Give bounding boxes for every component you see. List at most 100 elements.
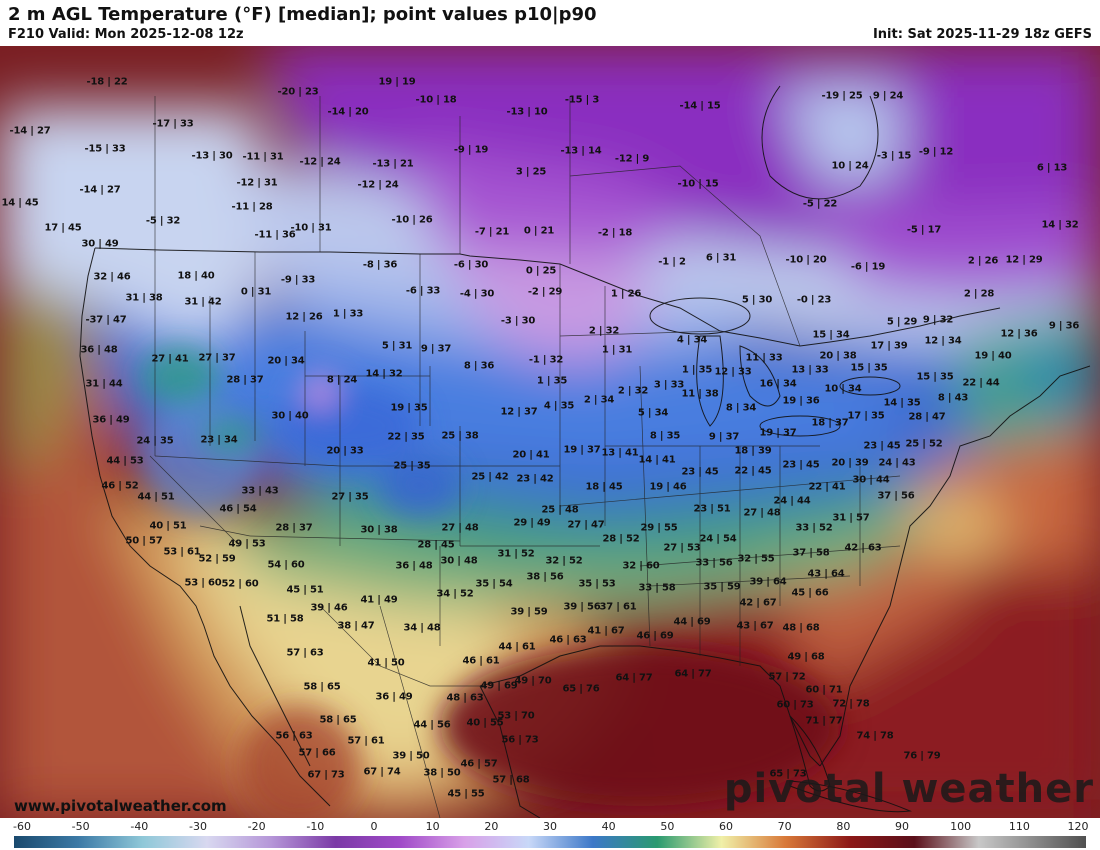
point-value: 22 | 45 xyxy=(734,465,772,477)
colorbar-label: 80 xyxy=(836,820,851,833)
point-value: -9 | 19 xyxy=(453,144,489,156)
point-value: 38 | 47 xyxy=(337,620,375,632)
point-value: 44 | 53 xyxy=(106,455,144,467)
colorbar-label: 50 xyxy=(660,820,675,833)
point-value: 58 | 65 xyxy=(319,714,357,726)
point-value: 44 | 61 xyxy=(498,641,536,653)
init-time: Init: Sat 2025-11-29 18z GEFS xyxy=(872,27,1092,42)
point-value: -9 | 12 xyxy=(918,146,954,158)
point-value: 76 | 79 xyxy=(903,750,941,762)
point-value: 40 | 55 xyxy=(466,717,504,729)
point-value: 1 | 26 xyxy=(610,288,642,300)
point-value: -6 | 33 xyxy=(405,285,441,297)
point-value: 5 | 29 xyxy=(886,316,918,328)
point-value: 37 | 61 xyxy=(599,601,637,613)
point-value: 12 | 33 xyxy=(714,366,752,378)
point-value: 19 | 37 xyxy=(563,444,601,456)
point-value: 57 | 72 xyxy=(768,671,806,683)
point-value: 50 | 57 xyxy=(125,535,163,547)
point-value: 49 | 68 xyxy=(787,651,825,663)
point-value: -13 | 21 xyxy=(372,158,414,170)
point-value: 45 | 51 xyxy=(286,584,324,596)
point-value: 19 | 40 xyxy=(974,350,1012,362)
point-value: -20 | 23 xyxy=(277,86,319,98)
point-value: 46 | 61 xyxy=(462,655,500,667)
point-value: 32 | 46 xyxy=(93,271,131,283)
colorbar-label: -40 xyxy=(130,820,149,833)
point-value: 29 | 55 xyxy=(640,522,678,534)
point-value: -11 | 31 xyxy=(242,151,284,163)
point-value: 31 | 52 xyxy=(497,548,535,560)
point-value: 30 | 48 xyxy=(440,555,478,567)
colorbar-gradient xyxy=(14,836,1086,848)
point-value: 25 | 48 xyxy=(541,504,579,516)
point-value: 36 | 48 xyxy=(395,560,433,572)
point-value: 11 | 33 xyxy=(745,352,783,364)
point-value: 30 | 40 xyxy=(271,410,309,422)
point-value: -5 | 17 xyxy=(906,224,942,236)
colorbar-label: 20 xyxy=(484,820,499,833)
point-value: 22 | 35 xyxy=(387,431,425,443)
point-value: 17 | 39 xyxy=(870,340,908,352)
point-value: 22 | 44 xyxy=(962,377,1000,389)
point-value: 25 | 35 xyxy=(393,460,431,472)
point-value: -6 | 30 xyxy=(453,259,489,271)
point-value: 19 | 36 xyxy=(782,395,820,407)
point-value: 0 | 31 xyxy=(240,286,272,298)
point-value: 27 | 48 xyxy=(441,522,479,534)
point-value: 20 | 39 xyxy=(831,457,869,469)
point-value: 41 | 50 xyxy=(367,657,405,669)
point-value: 6 | 31 xyxy=(705,252,737,264)
point-value: 14 | 32 xyxy=(365,368,403,380)
point-value: 48 | 68 xyxy=(782,622,820,634)
point-value: -11 | 36 xyxy=(254,229,296,241)
point-value: 9 | 37 xyxy=(420,343,452,355)
point-value: 33 | 43 xyxy=(241,485,279,497)
point-value: 0 | 25 xyxy=(525,265,557,277)
point-value: 31 | 38 xyxy=(125,292,163,304)
point-value: 52 | 59 xyxy=(198,553,236,565)
point-value: 35 | 54 xyxy=(475,578,513,590)
point-value: 42 | 67 xyxy=(739,597,777,609)
point-value: 28 | 52 xyxy=(602,533,640,545)
point-value: -10 | 26 xyxy=(391,214,433,226)
point-value: 42 | 63 xyxy=(844,542,882,554)
point-value: 23 | 45 xyxy=(681,466,719,478)
point-value: 22 | 41 xyxy=(808,481,846,493)
point-value: 27 | 35 xyxy=(331,491,369,503)
point-value: 28 | 45 xyxy=(417,539,455,551)
point-value: 31 | 44 xyxy=(85,378,123,390)
point-value: -15 | 33 xyxy=(84,143,126,155)
valid-time: F210 Valid: Mon 2025-12-08 12z xyxy=(8,27,244,42)
colorbar-label: -20 xyxy=(247,820,266,833)
point-value: 32 | 55 xyxy=(737,553,775,565)
colorbar-label: 120 xyxy=(1067,820,1089,833)
point-value: 24 | 44 xyxy=(773,495,811,507)
point-value: 6 | 13 xyxy=(1036,162,1068,174)
point-value: 5 | 30 xyxy=(741,294,773,306)
point-value: -15 | 3 xyxy=(564,94,600,106)
point-value: -19 | 25 xyxy=(821,90,863,102)
point-value: 53 | 60 xyxy=(184,577,222,589)
point-value: 18 | 39 xyxy=(734,445,772,457)
point-value: 10 | 24 xyxy=(831,160,869,172)
colorbar-label: 40 xyxy=(601,820,616,833)
point-value: 2 | 34 xyxy=(583,394,615,406)
point-value: 46 | 52 xyxy=(101,480,139,492)
point-value: 20 | 38 xyxy=(819,350,857,362)
point-value: -5 | 22 xyxy=(802,198,838,210)
point-value: 33 | 58 xyxy=(638,582,676,594)
point-value: 39 | 59 xyxy=(510,606,548,618)
map-background xyxy=(0,46,1100,818)
point-value: -4 | 30 xyxy=(459,288,495,300)
point-value: -5 | 32 xyxy=(145,215,181,227)
point-value: 17 | 45 xyxy=(44,222,82,234)
point-value: 18 | 45 xyxy=(585,481,623,493)
point-value: 57 | 66 xyxy=(298,747,336,759)
point-value: 15 | 35 xyxy=(850,362,888,374)
point-value: 60 | 73 xyxy=(776,699,814,711)
point-value: 27 | 37 xyxy=(198,352,236,364)
point-value: 18 | 37 xyxy=(811,417,849,429)
point-value: 49 | 53 xyxy=(228,538,266,550)
map-title: 2 m AGL Temperature (°F) [median]; point… xyxy=(8,4,597,25)
